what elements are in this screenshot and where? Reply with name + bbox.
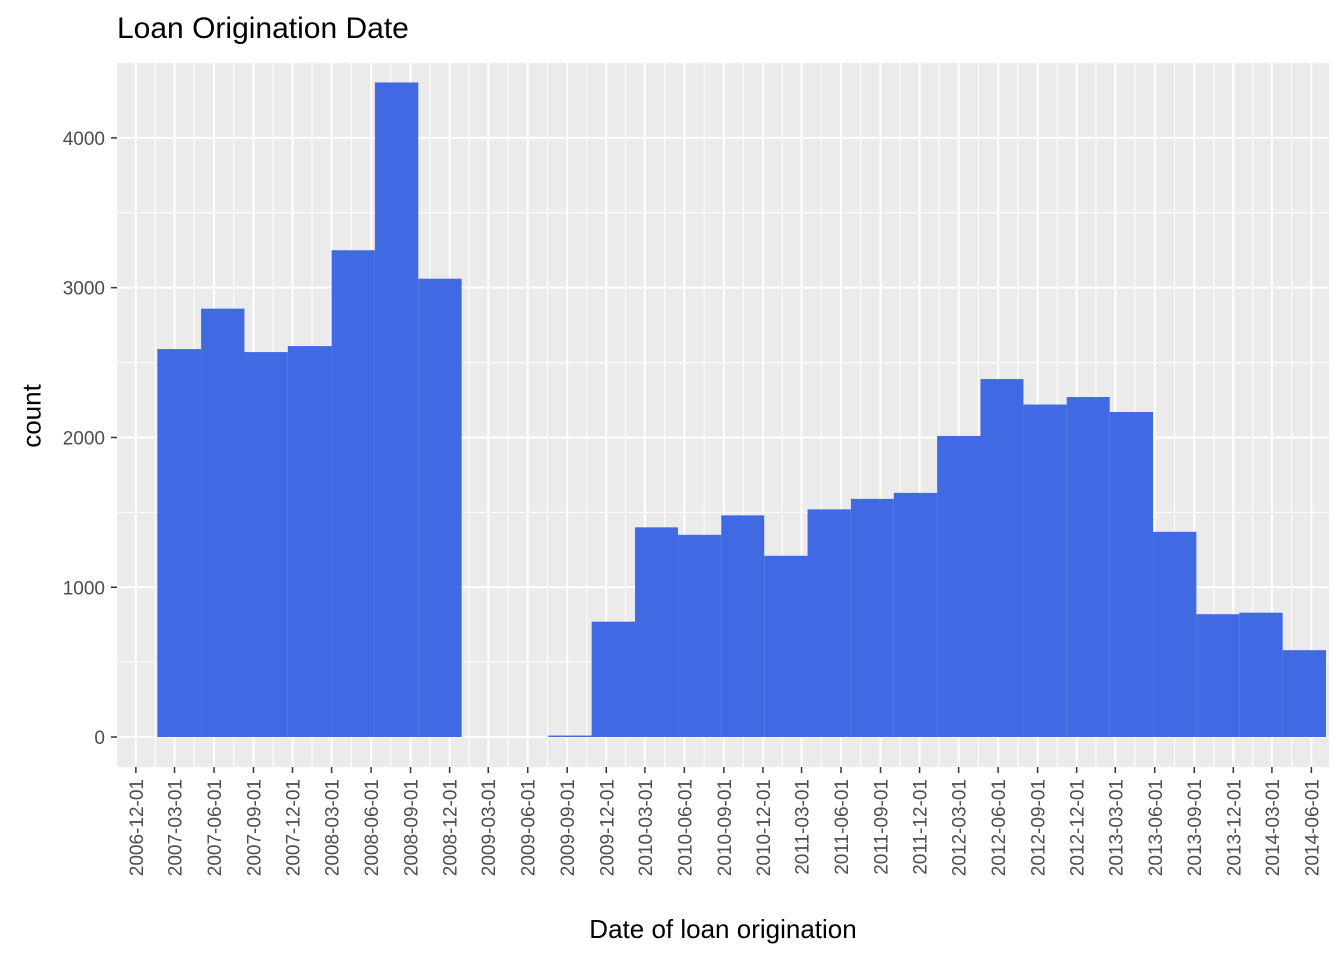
histogram-bar <box>635 527 678 738</box>
histogram-bar <box>1153 531 1197 738</box>
histogram-bar <box>1239 612 1283 738</box>
histogram-bar <box>980 379 1024 738</box>
x-tick-label: 2007-06-01 <box>205 779 226 876</box>
x-tick-label: 2013-09-01 <box>1185 779 1206 876</box>
histogram-bar <box>331 250 375 738</box>
x-tick-label: 2009-06-01 <box>519 779 540 876</box>
x-tick-label: 2010-03-01 <box>636 779 657 876</box>
histogram-bar <box>764 555 808 738</box>
histogram-bar <box>937 435 981 738</box>
y-tick-label: 2000 <box>63 428 105 449</box>
histogram-bar <box>157 349 202 738</box>
x-tick-label: 2013-03-01 <box>1106 779 1127 876</box>
x-tick-label: 2009-03-01 <box>479 779 500 876</box>
histogram-bar <box>850 498 894 738</box>
y-axis-label: count <box>16 384 47 448</box>
x-tick-label: 2007-03-01 <box>166 779 187 876</box>
histogram-bar <box>374 82 419 738</box>
y-tick-label: 4000 <box>63 129 105 150</box>
histogram-bar <box>893 492 938 738</box>
histogram-bar <box>591 621 636 738</box>
x-tick-label: 2012-12-01 <box>1068 779 1089 876</box>
y-tick-label: 0 <box>94 728 105 749</box>
histogram-bar <box>1023 404 1067 738</box>
x-tick-label: 2008-06-01 <box>362 779 383 876</box>
histogram-bar <box>244 352 288 738</box>
x-tick-label: 2009-12-01 <box>597 779 618 876</box>
histogram-bar <box>677 534 722 738</box>
x-tick-label: 2013-06-01 <box>1146 779 1167 876</box>
histogram-bar <box>201 308 245 738</box>
y-tick-label: 1000 <box>63 578 105 599</box>
x-tick-label: 2010-12-01 <box>754 779 775 876</box>
x-tick-label: 2006-12-01 <box>127 779 148 876</box>
histogram-bar <box>1196 614 1240 738</box>
histogram-bar <box>548 735 592 738</box>
x-tick-label: 2009-09-01 <box>558 779 579 876</box>
histogram-bar <box>807 509 851 738</box>
histogram-bar <box>1109 412 1154 738</box>
x-tick-label: 2008-12-01 <box>441 779 462 876</box>
x-tick-label: 2010-06-01 <box>675 779 696 876</box>
x-tick-label: 2011-12-01 <box>911 779 932 875</box>
histogram-bar <box>287 346 332 738</box>
x-axis-label: Date of loan origination <box>589 914 857 944</box>
x-tick-label: 2014-06-01 <box>1302 779 1323 876</box>
x-tick-label: 2011-06-01 <box>832 779 853 875</box>
x-tick-label: 2012-03-01 <box>950 779 971 876</box>
x-tick-label: 2012-06-01 <box>989 779 1010 876</box>
x-tick-label: 2013-12-01 <box>1224 779 1245 876</box>
x-tick-label: 2008-09-01 <box>402 779 423 876</box>
x-tick-label: 2014-03-01 <box>1263 779 1284 876</box>
x-tick-label: 2011-03-01 <box>793 779 814 875</box>
x-tick-label: 2007-09-01 <box>244 779 265 876</box>
chart-title: Loan Origination Date <box>117 12 409 45</box>
histogram-bar <box>1282 650 1326 738</box>
x-tick-label: 2007-12-01 <box>284 779 305 876</box>
x-tick-label: 2012-09-01 <box>1029 779 1050 876</box>
y-tick-label: 3000 <box>63 279 105 300</box>
x-tick-label: 2010-09-01 <box>715 779 736 876</box>
histogram-bar <box>418 278 462 738</box>
x-tick-label: 2011-09-01 <box>872 779 893 875</box>
x-tick-label: 2008-03-01 <box>323 779 344 876</box>
histogram-bar <box>1066 397 1110 738</box>
histogram-bar <box>721 515 765 738</box>
